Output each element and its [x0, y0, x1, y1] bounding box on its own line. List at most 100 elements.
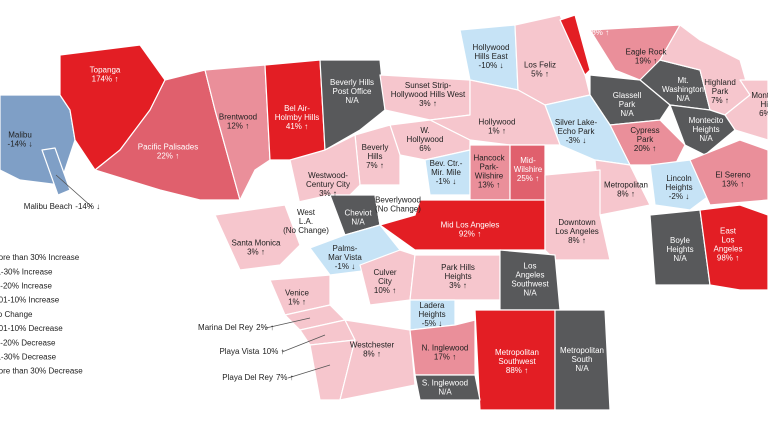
region-change: N/A	[345, 96, 359, 105]
region-name: Westchester	[350, 341, 395, 350]
region-label: Marina Del Rey 2% ↑	[198, 323, 274, 332]
region-name: Mar Vista	[328, 253, 362, 262]
region-name: Playa Del Rey	[222, 373, 273, 382]
region-name: Mt.	[677, 76, 688, 85]
region-name: Pacific Palisades	[138, 143, 198, 152]
region-name: Culver	[373, 268, 396, 277]
region-change: -10% ↓	[479, 61, 504, 70]
leader-line	[265, 317, 311, 329]
region-name: Ladera	[420, 301, 445, 310]
region-name: Malibu	[8, 131, 32, 140]
region-change: N/A	[620, 109, 634, 118]
region-name: Heights	[692, 125, 719, 134]
region-name: Sunset Strip-	[405, 81, 452, 90]
legend-label: 11-20% Decrease	[0, 338, 56, 347]
region-change: 3% ↑	[319, 189, 337, 198]
region	[699, 204, 768, 291]
region-change: 88% ↑	[506, 366, 528, 375]
region-name: Los	[524, 262, 537, 271]
region-change: 25% ↑	[517, 174, 539, 183]
region-name: Los Angeles	[555, 227, 599, 236]
region	[544, 169, 611, 261]
region-name: Echo Park	[558, 127, 596, 136]
region-name: Santa Monica	[232, 239, 281, 248]
legend-label: 0.01-10% Decrease	[0, 324, 63, 333]
region-name: Hollywood	[473, 43, 510, 52]
region-change: 8% ↑	[617, 190, 635, 199]
region-name: Mir. Mile	[431, 168, 461, 177]
region-change: N/A	[438, 388, 452, 397]
region	[414, 374, 481, 401]
region	[554, 309, 611, 411]
region-change: 1% ↑	[288, 298, 306, 307]
region-name: N. Inglewood	[422, 344, 469, 353]
region	[559, 14, 591, 76]
region-name: Downtown	[558, 218, 595, 227]
region-change: 98% ↑	[717, 254, 739, 263]
region-change: 7% ↑	[366, 161, 384, 170]
region-change: -3% ↓	[566, 136, 586, 145]
region-change: 8% ↑	[363, 350, 381, 359]
region-change: 7% ↑	[711, 96, 729, 105]
legend-label: More than 30% Decrease	[0, 367, 83, 376]
region-name: Angeles	[516, 271, 545, 280]
region-name: Metropolitan	[495, 348, 539, 357]
region-name: Beverly	[362, 143, 389, 152]
region-name: Cypress	[630, 126, 659, 135]
region-change: 10% ↑	[374, 286, 396, 295]
region-label: Malibu Beach -14% ↓	[24, 202, 100, 211]
region-change: N/A	[699, 134, 713, 143]
leader-line	[287, 364, 331, 379]
region-change: 12% ↑	[227, 122, 249, 131]
region-name: Mid-	[520, 156, 536, 165]
region-name: Metropolitan	[604, 181, 648, 190]
legend-label: 21-30% Increase	[0, 267, 53, 276]
region-name: Hollywood	[479, 118, 516, 127]
region-change: 174% ↑	[92, 75, 119, 84]
region-name: Atwater	[584, 10, 611, 19]
region-change: 92% ↑	[459, 230, 481, 239]
region	[429, 79, 561, 146]
region-name: Wilshire	[475, 172, 504, 181]
region-name: Montecito	[689, 116, 724, 125]
region-name: Post Office	[333, 87, 373, 96]
region-change: 13% ↑	[478, 181, 500, 190]
legend-label: 0.01-10% Increase	[0, 296, 60, 305]
region-change: 3% ↑	[247, 248, 265, 257]
region-name: Hollywood Hills West	[391, 90, 466, 99]
region-name: Mid Los Angeles	[441, 221, 500, 230]
region-change: 8% ↑	[568, 236, 586, 245]
region-name: Palms-	[333, 244, 358, 253]
region-name: El Sereno	[715, 171, 751, 180]
region-name: Holmby Hills	[275, 113, 319, 122]
legend-label: 21-30% Decrease	[0, 353, 57, 362]
region-name: South	[572, 355, 593, 364]
legend-label: 11-20% Increase	[0, 282, 52, 291]
region-name: Hollywood	[407, 135, 444, 144]
region-change: N/A	[523, 289, 537, 298]
region-name: Beverlywood	[375, 196, 421, 205]
leader-line	[281, 334, 326, 353]
region-name: Heights	[666, 245, 693, 254]
region-name: West	[297, 208, 316, 217]
region-change: 20% ↑	[634, 144, 656, 153]
region-name: Malibu Beach	[24, 202, 72, 211]
region-name: Los Feliz	[524, 61, 556, 70]
region-name: Park	[637, 135, 654, 144]
region	[689, 139, 768, 206]
region-change: 17% ↑	[434, 353, 456, 362]
region-name: Topanga	[90, 66, 121, 75]
region-name: W.	[420, 126, 429, 135]
region	[339, 319, 416, 401]
region-change: N/A	[351, 218, 365, 227]
region-change: 5% ↑	[531, 70, 549, 79]
region-name: Beverly Hills	[330, 78, 374, 87]
region-label: Playa Vista 10% ↑	[219, 347, 284, 356]
region-name: Hancock	[473, 154, 505, 163]
region-change: 38% ↑	[587, 28, 609, 37]
region-name: Park-	[479, 163, 498, 172]
region-name: Hills	[760, 100, 768, 109]
region-name: Park Hills	[441, 263, 475, 272]
region-name: East	[720, 227, 737, 236]
